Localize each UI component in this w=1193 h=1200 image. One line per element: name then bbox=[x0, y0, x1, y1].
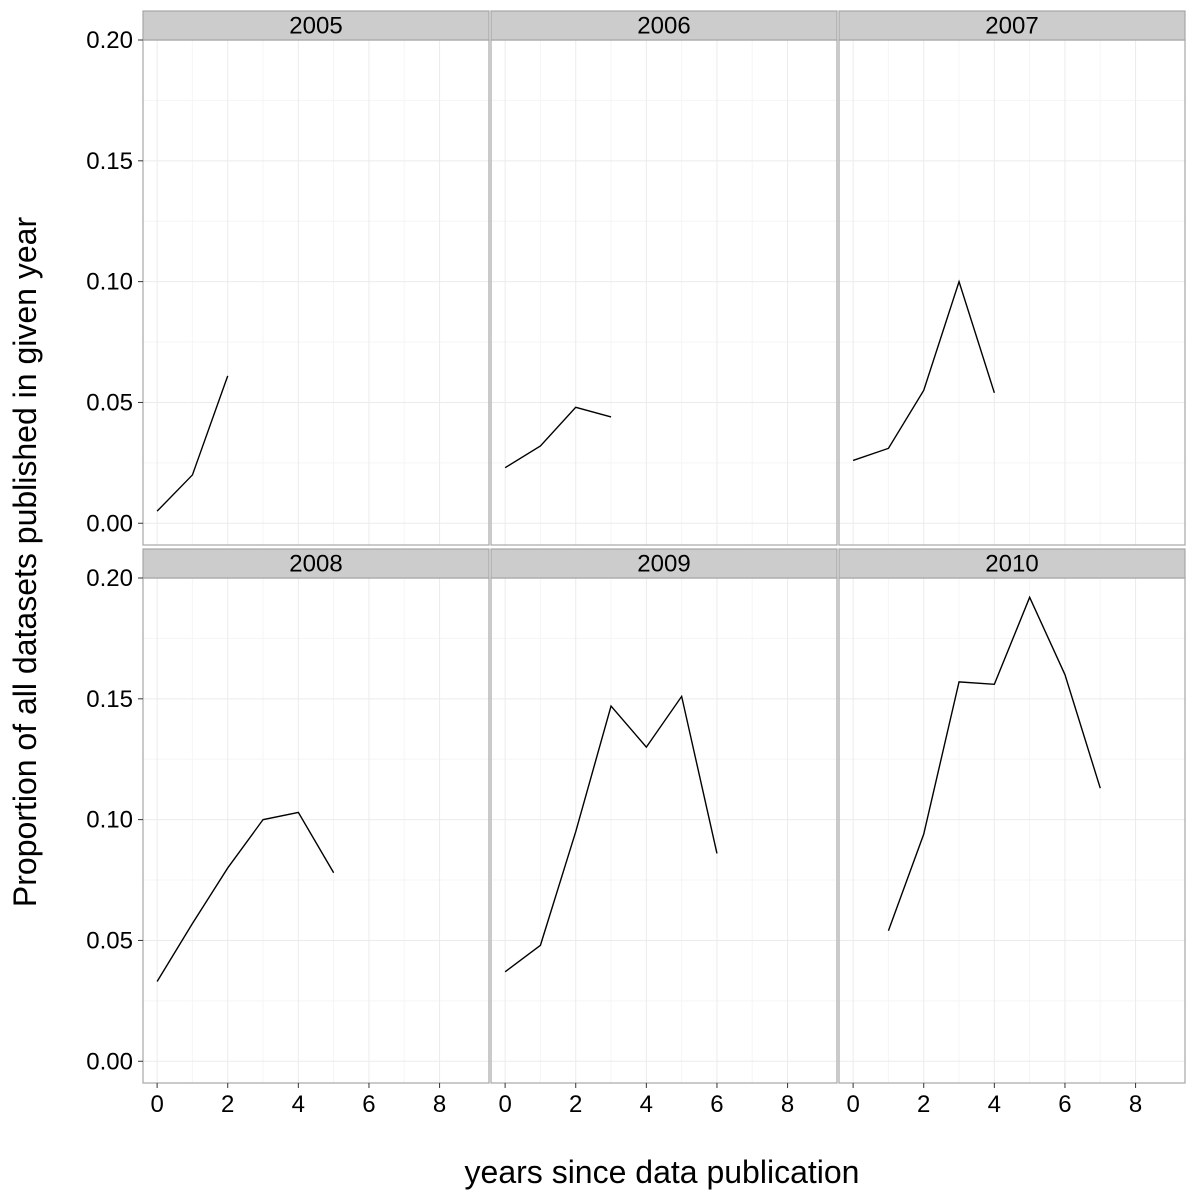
series-line bbox=[887, 595, 1101, 932]
facet-strip-label: 2009 bbox=[637, 551, 690, 578]
y-tick-label: 0.15 bbox=[86, 148, 133, 175]
x-axis-title: years since data publication bbox=[465, 1154, 860, 1190]
y-tick-label: 0.10 bbox=[86, 269, 133, 296]
x-tick-label: 6 bbox=[1058, 1091, 1071, 1118]
x-tick-label: 2 bbox=[569, 1091, 582, 1118]
facet-strip-label: 2006 bbox=[637, 13, 690, 40]
y-axis-title: Proportion of all datasets published in … bbox=[7, 217, 43, 908]
facet-panel: 2009 bbox=[490, 548, 838, 1084]
x-tick-label: 4 bbox=[292, 1091, 305, 1118]
x-tick-label: 2 bbox=[917, 1091, 930, 1118]
x-tick-label: 4 bbox=[988, 1091, 1001, 1118]
axes-layer: 0.00 0.05 0.10 0.15 0.20 0.00 0.05 0.10 0.15 0.20… bbox=[86, 27, 1142, 1118]
facet-strip bbox=[142, 10, 490, 41]
x-tick-label: 0 bbox=[846, 1091, 859, 1118]
facet-panel: 2006 bbox=[490, 10, 838, 546]
facet-strip-label: 2010 bbox=[985, 551, 1038, 578]
panel-background bbox=[143, 578, 489, 1083]
series-line bbox=[156, 811, 335, 982]
panel-background bbox=[143, 40, 489, 545]
x-tick-label: 6 bbox=[362, 1091, 375, 1118]
facet-panel: 2008 bbox=[142, 548, 490, 1084]
facet-strip-label: 2005 bbox=[289, 13, 342, 40]
facet-strip bbox=[838, 10, 1186, 41]
facet-strip bbox=[142, 548, 490, 579]
y-tick-label: 0.15 bbox=[86, 686, 133, 713]
panel-background bbox=[491, 578, 837, 1083]
x-tick-label: 0 bbox=[498, 1091, 511, 1118]
x-tick-label: 2 bbox=[221, 1091, 234, 1118]
x-tick-label: 8 bbox=[1129, 1091, 1142, 1118]
facet-panel: 2007 bbox=[838, 10, 1186, 546]
y-tick-label: 0.00 bbox=[86, 510, 133, 537]
facet-panel: 2005 bbox=[142, 10, 490, 546]
x-tick-label: 6 bbox=[710, 1091, 723, 1118]
facet-strip bbox=[490, 548, 838, 579]
x-tick-label: 4 bbox=[640, 1091, 653, 1118]
y-tick-label: 0.00 bbox=[86, 1048, 133, 1075]
facet-panel: 2010 bbox=[838, 548, 1186, 1084]
panel-background bbox=[839, 40, 1185, 545]
y-tick-label: 0.20 bbox=[86, 565, 133, 592]
facet-strip bbox=[838, 548, 1186, 579]
y-tick-label: 0.05 bbox=[86, 927, 133, 954]
x-tick-label: 0 bbox=[150, 1091, 163, 1118]
y-tick-label: 0.10 bbox=[86, 807, 133, 834]
x-tick-label: 8 bbox=[781, 1091, 794, 1118]
series-line bbox=[156, 375, 229, 512]
series-line bbox=[504, 694, 718, 973]
panel-background bbox=[491, 40, 837, 545]
facet-strip-label: 2008 bbox=[289, 551, 342, 578]
facet-strip-label: 2007 bbox=[985, 13, 1038, 40]
y-tick-label: 0.20 bbox=[86, 27, 133, 54]
panels-layer: 2005 2006 2007 2008 2009 2010 bbox=[142, 10, 1186, 1084]
panel-background bbox=[839, 578, 1185, 1083]
series-line bbox=[852, 279, 996, 462]
facet-strip bbox=[490, 10, 838, 41]
series-line bbox=[504, 406, 612, 469]
x-tick-label: 8 bbox=[433, 1091, 446, 1118]
y-tick-label: 0.05 bbox=[86, 389, 133, 416]
